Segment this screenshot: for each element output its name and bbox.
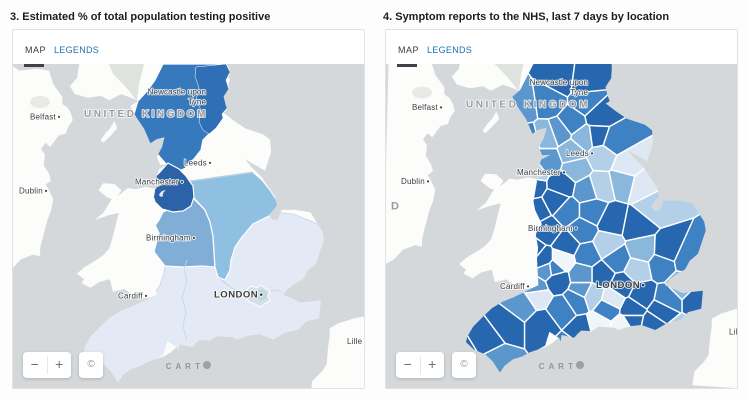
svg-text:UNITED KINGDOM: UNITED KINGDOM — [84, 109, 208, 120]
svg-text:Newcastle upon: Newcastle upon — [148, 88, 206, 97]
svg-text:D: D — [391, 201, 401, 213]
svg-text:Manchester •: Manchester • — [135, 178, 184, 187]
svg-text:UNITED KINGDOM: UNITED KINGDOM — [84, 109, 208, 120]
svg-text:Tyne: Tyne — [188, 98, 206, 107]
svg-text:Newcastle upon: Newcastle upon — [148, 88, 206, 97]
svg-text:Cardiff •: Cardiff • — [500, 282, 530, 291]
svg-text:Newcastle upon: Newcastle upon — [530, 78, 588, 87]
svg-text:Birmingham •: Birmingham • — [146, 234, 195, 243]
svg-text:LONDON •: LONDON • — [214, 290, 263, 301]
svg-text:UNITED KINGDOM: UNITED KINGDOM — [466, 100, 590, 111]
svg-text:Belfast •: Belfast • — [412, 103, 443, 112]
svg-text:Dublin •: Dublin • — [19, 187, 48, 196]
svg-text:Manchester •: Manchester • — [517, 168, 566, 177]
svg-text:LONDON •: LONDON • — [596, 280, 645, 291]
svg-text:Newcastle upon: Newcastle upon — [530, 78, 588, 87]
svg-text:Birmingham •: Birmingham • — [146, 234, 195, 243]
svg-text:Lille: Lille — [729, 328, 737, 337]
svg-text:Belfast •: Belfast • — [30, 113, 61, 122]
svg-text:D: D — [391, 201, 401, 213]
svg-text:Belfast •: Belfast • — [30, 113, 61, 122]
svg-text:Lille: Lille — [347, 337, 363, 346]
svg-text:LONDON •: LONDON • — [596, 280, 645, 291]
svg-text:UNITED KINGDOM: UNITED KINGDOM — [466, 100, 590, 111]
svg-text:LONDON •: LONDON • — [214, 290, 263, 301]
svg-text:Lille: Lille — [729, 328, 737, 337]
svg-text:Dublin •: Dublin • — [401, 177, 430, 186]
svg-text:Lille: Lille — [347, 337, 363, 346]
svg-text:Birmingham •: Birmingham • — [528, 224, 577, 233]
svg-text:Tyne: Tyne — [570, 88, 588, 97]
svg-text:Birmingham •: Birmingham • — [528, 224, 577, 233]
svg-text:Leeds •: Leeds • — [184, 159, 212, 168]
svg-text:Cardiff •: Cardiff • — [118, 292, 148, 301]
svg-text:Leeds •: Leeds • — [184, 159, 212, 168]
svg-text:Leeds •: Leeds • — [566, 149, 594, 158]
svg-text:Cardiff •: Cardiff • — [500, 282, 530, 291]
svg-text:Manchester •: Manchester • — [135, 178, 184, 187]
svg-text:Belfast •: Belfast • — [412, 103, 443, 112]
svg-text:Manchester •: Manchester • — [517, 168, 566, 177]
svg-text:Dublin •: Dublin • — [401, 177, 430, 186]
svg-text:Leeds •: Leeds • — [566, 149, 594, 158]
svg-text:Tyne: Tyne — [570, 88, 588, 97]
svg-text:Tyne: Tyne — [188, 98, 206, 107]
svg-text:Cardiff •: Cardiff • — [118, 292, 148, 301]
svg-text:Dublin •: Dublin • — [19, 187, 48, 196]
